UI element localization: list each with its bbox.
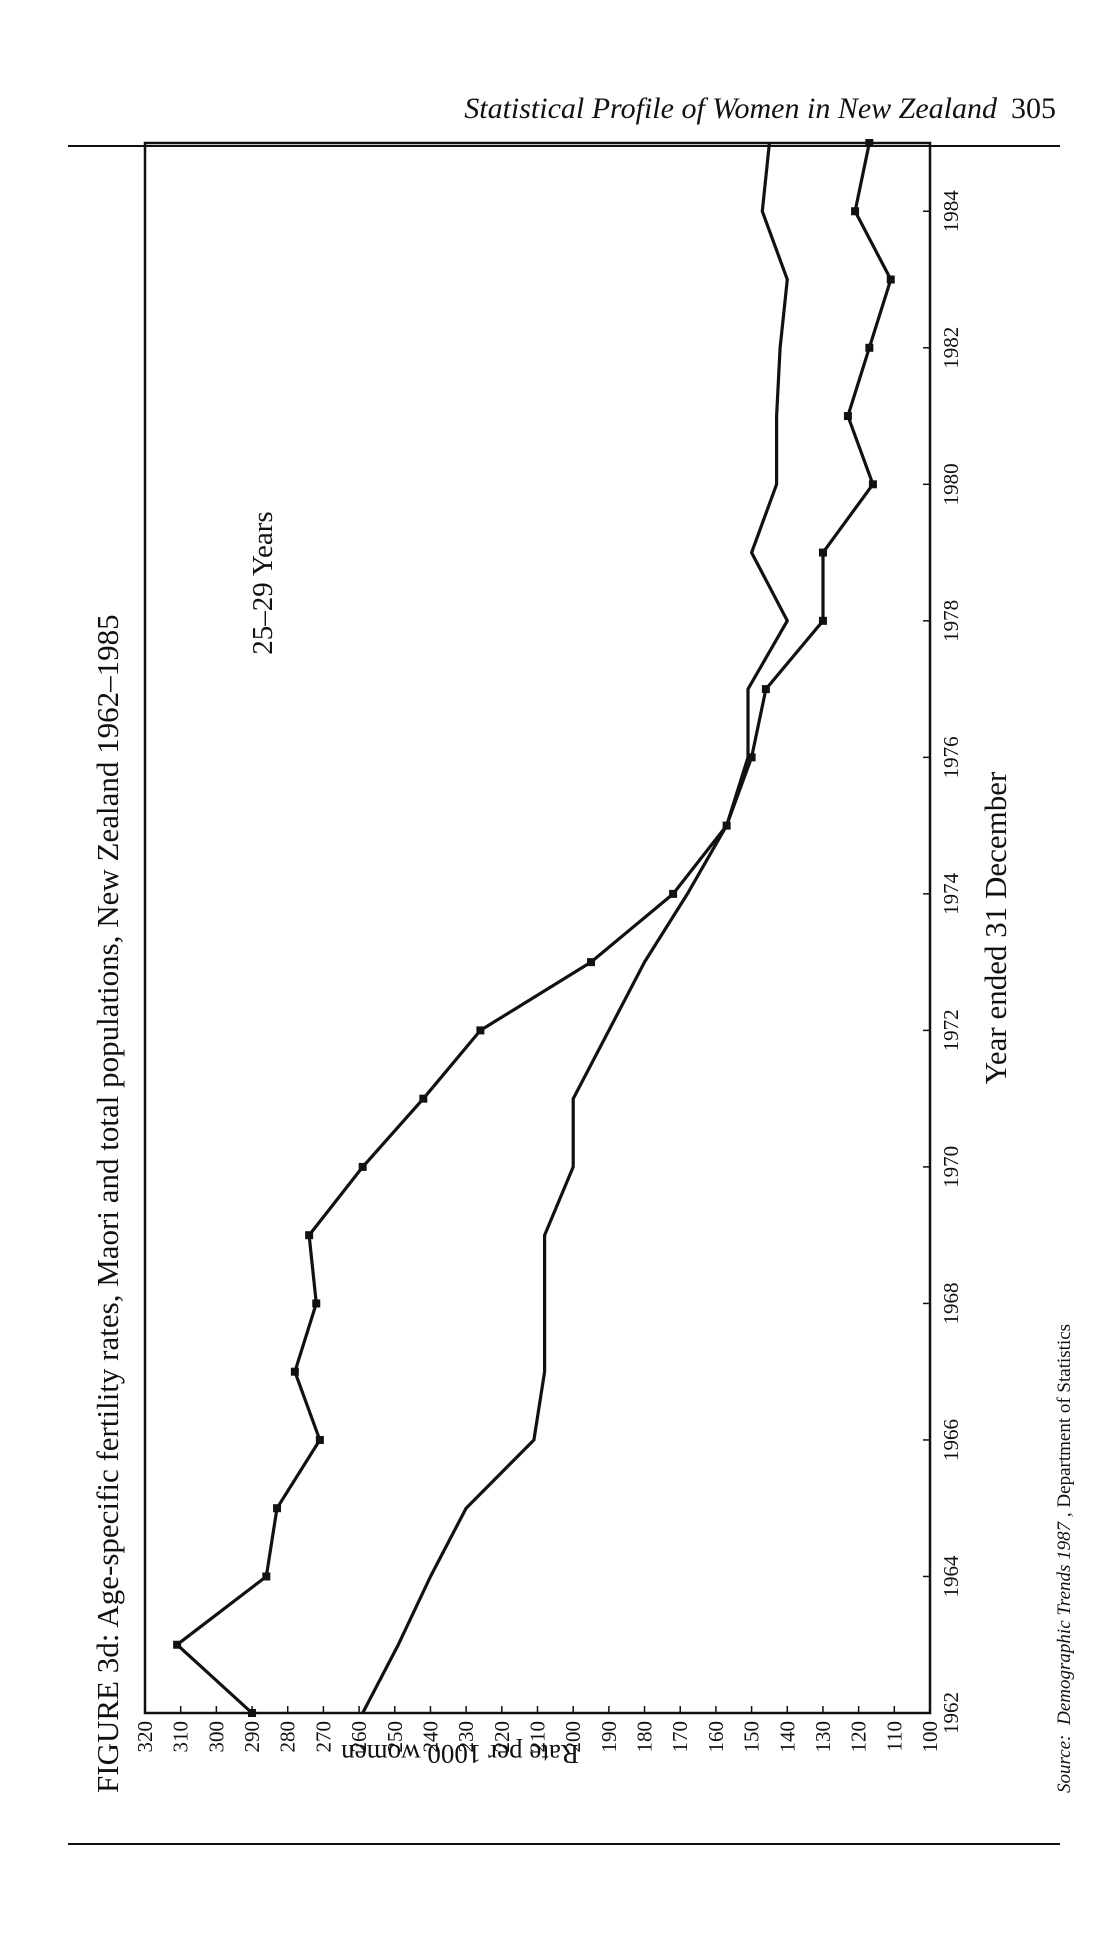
y-tick-label: 110 [882, 1721, 906, 1752]
series-1-point [851, 207, 860, 216]
series-1-point [419, 1094, 428, 1103]
figure-caption: FIGURE 3d: Age-specific fertility rates,… [90, 614, 125, 1793]
series-1-point [587, 958, 596, 967]
y-tick-label: 320 [133, 1721, 157, 1753]
bottom-rule [68, 1843, 1060, 1845]
series-1-point [173, 1640, 182, 1649]
x-tick-label: 1972 [939, 1009, 963, 1051]
series-1-point [273, 1504, 282, 1513]
x-tick-label: 1962 [939, 1692, 963, 1734]
x-tick-label: 1982 [939, 327, 963, 369]
source-label: Source: [1054, 1735, 1075, 1793]
y-tick-label: 180 [633, 1721, 657, 1753]
series-layer [173, 139, 895, 1717]
y-tick-label: 250 [383, 1721, 407, 1753]
series-1-point [843, 412, 852, 421]
rotated-figure-group: 100 110 120 130 140 150 160 170 180 190 200 210 220 2… [90, 139, 1075, 1793]
y-axis: 100 110 120 130 140 150 160 170 180 190 200 210 220 2… [133, 1706, 942, 1753]
y-tick-label: 230 [454, 1721, 478, 1753]
series-1-point [358, 1162, 367, 1171]
y-tick-label: 290 [240, 1721, 264, 1753]
y-tick-label: 100 [918, 1721, 942, 1753]
y-tick-label: 190 [597, 1721, 621, 1753]
series-1-point [312, 1299, 321, 1308]
running-head: Statistical Profile of Women in New Zeal… [464, 92, 1056, 126]
x-axis-label: Year ended 31 December [978, 771, 1013, 1084]
x-tick-label: 1978 [939, 600, 963, 642]
y-tick-label: 130 [811, 1721, 835, 1753]
y-tick-label: 150 [740, 1721, 764, 1753]
y-tick-label: 220 [490, 1721, 514, 1753]
series-1-point [248, 1709, 257, 1717]
x-tick-label: 1968 [939, 1282, 963, 1324]
x-tick-label: 1966 [939, 1419, 963, 1461]
plot-frame [143, 141, 932, 1715]
series-1-point [476, 1026, 485, 1035]
series-1-point [290, 1367, 299, 1376]
y-tick-label: 140 [775, 1721, 799, 1753]
top-rule [68, 145, 1060, 147]
series-annotation: 25–29 Years [247, 511, 279, 654]
series-line-1 [175, 142, 893, 1715]
x-tick-label: 1984 [939, 190, 963, 233]
series-1-point [818, 548, 827, 557]
series-1-point [669, 889, 678, 898]
source-title: Demographic Trends 1987 [1054, 1520, 1075, 1726]
series-1-point [305, 1231, 314, 1240]
x-tick-label: 1964 [939, 1555, 963, 1598]
y-tick-label: 310 [169, 1721, 193, 1753]
x-tick-label: 1976 [939, 736, 963, 778]
series-1-point [886, 275, 895, 284]
y-axis-label: Rate per 1000 women [341, 1739, 579, 1769]
series-line-2 [361, 142, 789, 1714]
series-1-point [818, 616, 827, 625]
y-tick-label: 120 [847, 1721, 871, 1753]
y-tick-label: 270 [311, 1721, 335, 1753]
series-1-point [761, 685, 770, 694]
y-tick-label: 260 [347, 1721, 371, 1753]
series-1-point [262, 1572, 271, 1581]
x-tick-label: 1980 [939, 463, 963, 505]
page-number: 305 [1011, 92, 1056, 125]
x-tick-label: 1970 [939, 1146, 963, 1188]
series-1-point [865, 139, 874, 147]
series-1-point [315, 1435, 324, 1444]
y-tick-label: 160 [704, 1721, 728, 1753]
source-rest: , Department of Statistics [1054, 1324, 1075, 1517]
x-axis: 1962 1964 1966 1968 1970 1972 1974 1976 1978 1980… [923, 190, 963, 1734]
y-tick-label: 210 [526, 1721, 550, 1753]
series-1-point [868, 480, 877, 489]
source-note: Source: Demographic Trends 1987 , Depart… [1054, 1324, 1075, 1793]
y-tick-label: 200 [561, 1721, 585, 1753]
series-1-point [865, 343, 874, 352]
y-tick-label: 300 [204, 1721, 228, 1753]
y-tick-label: 240 [418, 1721, 442, 1753]
y-tick-label: 170 [668, 1721, 692, 1753]
y-tick-label: 280 [276, 1721, 300, 1753]
x-tick-label: 1974 [939, 872, 963, 915]
running-head-title: Statistical Profile of Women in New Zeal… [464, 92, 997, 125]
